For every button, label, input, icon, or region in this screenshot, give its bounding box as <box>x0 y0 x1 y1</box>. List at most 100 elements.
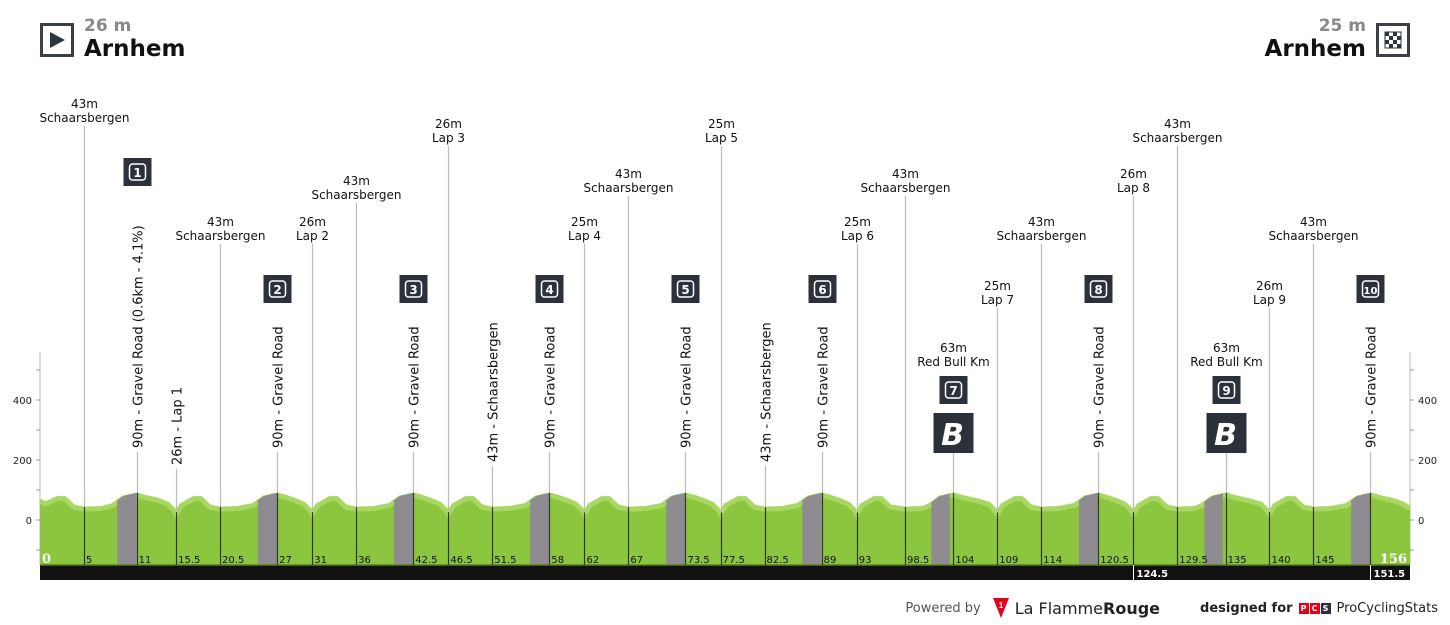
km-marker-label: 114 <box>1043 555 1062 566</box>
badge-frame <box>1361 280 1380 298</box>
badge-frame <box>404 280 423 298</box>
badge-frame <box>944 381 963 399</box>
gravel-sector <box>257 493 278 565</box>
point-altitude: 63m <box>940 341 967 355</box>
elevation-area <box>40 493 1410 565</box>
profile-point-26m-lap-1: 26m - Lap 1 <box>171 387 186 565</box>
badge-frame <box>1089 280 1108 298</box>
point-label: 26m - Lap 1 <box>171 387 186 465</box>
point-label: 90m - Gravel Road <box>272 326 287 448</box>
start-altitude: 26 m <box>84 16 132 36</box>
badge-number: 1 <box>133 166 141 180</box>
badge-background <box>535 275 564 303</box>
gravel-sector <box>802 493 822 565</box>
km-marker-label: 120.5 <box>1100 555 1129 566</box>
km-marker-label: 73.5 <box>687 555 709 566</box>
km-marker-label: 0 <box>42 552 51 567</box>
point-label: 90m - Gravel Road <box>1093 326 1108 448</box>
point-altitude: 43m <box>1300 215 1327 229</box>
point-label: 90m - Gravel Road <box>408 326 423 448</box>
km-marker-label: 129.5 <box>1179 555 1208 566</box>
bonus-icon-letter: B <box>941 418 964 453</box>
sector-number-badge-icon: 7 <box>939 376 968 404</box>
sector-number-badge-icon: 8 <box>1084 275 1113 303</box>
gravel-sector <box>931 493 950 565</box>
badge-background <box>1084 275 1113 303</box>
profile-point-90m-gravel-road: 90m - Gravel Road 3 <box>399 275 428 565</box>
y-tick-label: 400 <box>13 396 32 407</box>
km-marker-label: 62 <box>586 555 599 566</box>
km-marker-label: 156 <box>1380 552 1407 567</box>
designed-for-label: designed for <box>1200 600 1293 616</box>
point-name: Lap 8 <box>1117 181 1150 195</box>
point-altitude: 43m <box>1028 215 1055 229</box>
gravel-sector <box>666 493 686 565</box>
point-altitude: 43m <box>343 174 370 188</box>
start-location: 26 m Arnhem <box>40 18 185 61</box>
sector-number-badge-icon: 2 <box>263 275 292 303</box>
badge-frame <box>268 280 287 298</box>
svg-text:1: 1 <box>998 601 1003 610</box>
point-altitude: 26m <box>435 117 462 131</box>
point-name: Lap 5 <box>705 131 738 145</box>
finish-altitude: 25 m <box>1318 16 1366 36</box>
point-altitude: 43m <box>207 215 234 229</box>
badge-background <box>671 275 700 303</box>
badge-background <box>1356 275 1385 303</box>
km-marker-label: 51.5 <box>494 555 516 566</box>
km-marker-label: 104 <box>955 555 974 566</box>
badge-number: 5 <box>681 283 689 297</box>
km-marker-label: 31 <box>314 555 327 566</box>
bonus-icon-letter: B <box>1214 418 1237 453</box>
badge-number: 4 <box>545 283 553 297</box>
badge-frame <box>540 280 559 298</box>
sector-number-badge-icon: 1 <box>123 158 152 186</box>
km-marker-label: 11 <box>139 555 152 566</box>
profile-point-90m-gravel-road: 90m - Gravel Road 5 <box>671 275 700 565</box>
km-bar-label: 151.5 <box>1374 569 1406 580</box>
badge-background <box>808 275 837 303</box>
sector-number-badge-icon: 3 <box>399 275 428 303</box>
km-marker-label: 5 <box>86 555 92 566</box>
point-name: Lap 3 <box>432 131 465 145</box>
point-altitude: 63m <box>1213 341 1240 355</box>
km-marker-label: 67 <box>630 555 643 566</box>
km-marker-label: 27 <box>279 555 292 566</box>
la-flamme-rouge-logo-icon: 1 <box>992 598 1009 618</box>
y-tick-label: 400 <box>1418 396 1437 407</box>
km-marker-label: 77.5 <box>723 555 745 566</box>
badge-number: 8 <box>1094 283 1102 297</box>
la-flamme-rouge-brand: La FlammeRouge <box>1014 598 1161 618</box>
point-altitude: 25m <box>708 117 735 131</box>
profile-point-90m-gravel-road: 90m - Gravel Road 4 <box>535 275 564 565</box>
gravel-sector <box>393 493 414 565</box>
km-marker-label: 42.5 <box>415 555 437 566</box>
badge-number: 3 <box>409 283 417 297</box>
y-tick-label: 200 <box>13 456 32 467</box>
badge-number: 10 <box>1364 286 1378 297</box>
point-label: 90m - Gravel Road <box>680 326 695 448</box>
point-name: Schaarsbergen <box>311 188 401 202</box>
point-name: Schaarsbergen <box>583 181 673 195</box>
badge-number: 2 <box>273 283 281 297</box>
profile-point-90m-gravel-road: 90m - Gravel Road 6 <box>808 275 837 565</box>
km-marker-label: 140 <box>1271 555 1290 566</box>
badge-number: 7 <box>949 384 957 398</box>
gravel-sector <box>1078 493 1099 565</box>
km-marker-label: 93 <box>859 555 872 566</box>
sector-number-badge-icon: 4 <box>535 275 564 303</box>
point-altitude: 25m <box>984 279 1011 293</box>
y-tick-label: 0 <box>26 516 32 527</box>
